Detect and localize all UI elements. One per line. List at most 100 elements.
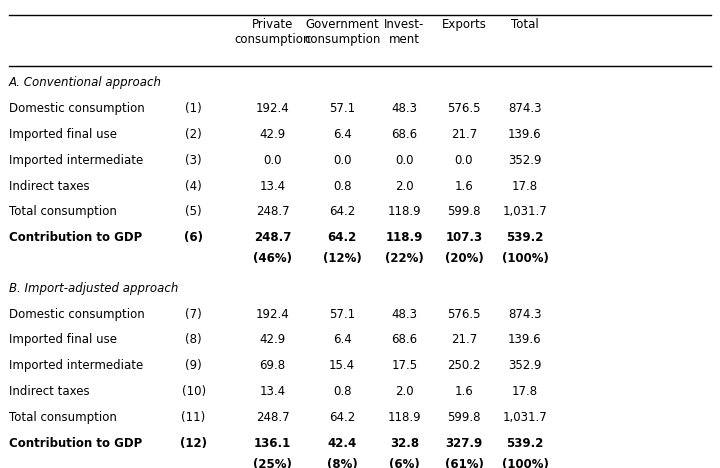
Text: 352.9: 352.9 (508, 154, 541, 167)
Text: (6): (6) (184, 231, 203, 244)
Text: Domestic consumption: Domestic consumption (9, 102, 144, 115)
Text: 248.7: 248.7 (254, 231, 291, 244)
Text: 874.3: 874.3 (508, 307, 541, 321)
Text: 48.3: 48.3 (392, 307, 418, 321)
Text: Imported final use: Imported final use (9, 128, 117, 141)
Text: (8): (8) (185, 333, 202, 346)
Text: (10): (10) (181, 385, 206, 398)
Text: 42.9: 42.9 (259, 128, 286, 141)
Text: (46%): (46%) (253, 252, 292, 265)
Text: (100%): (100%) (502, 252, 549, 265)
Text: 118.9: 118.9 (386, 231, 423, 244)
Text: 6.4: 6.4 (333, 128, 351, 141)
Text: 69.8: 69.8 (259, 359, 286, 372)
Text: 0.0: 0.0 (395, 154, 414, 167)
Text: 1.6: 1.6 (454, 385, 473, 398)
Text: Total consumption: Total consumption (9, 205, 117, 219)
Text: Government
consumption: Government consumption (304, 18, 380, 46)
Text: 68.6: 68.6 (392, 333, 418, 346)
Text: 6.4: 6.4 (333, 333, 351, 346)
Text: 2.0: 2.0 (395, 385, 414, 398)
Text: 64.2: 64.2 (329, 411, 355, 424)
Text: 250.2: 250.2 (447, 359, 481, 372)
Text: 352.9: 352.9 (508, 359, 541, 372)
Text: (2): (2) (185, 128, 202, 141)
Text: (12%): (12%) (323, 252, 361, 265)
Text: (61%): (61%) (444, 458, 483, 468)
Text: 136.1: 136.1 (254, 437, 291, 450)
Text: 42.4: 42.4 (328, 437, 356, 450)
Text: 21.7: 21.7 (451, 128, 477, 141)
Text: (5): (5) (185, 205, 202, 219)
Text: (20%): (20%) (445, 252, 483, 265)
Text: Imported final use: Imported final use (9, 333, 117, 346)
Text: Private
consumption: Private consumption (234, 18, 311, 46)
Text: 15.4: 15.4 (329, 359, 355, 372)
Text: 1,031.7: 1,031.7 (503, 205, 547, 219)
Text: (9): (9) (185, 359, 202, 372)
Text: (4): (4) (185, 180, 202, 193)
Text: Contribution to GDP: Contribution to GDP (9, 231, 142, 244)
Text: 118.9: 118.9 (387, 411, 421, 424)
Text: 0.0: 0.0 (333, 154, 351, 167)
Text: Exports: Exports (441, 18, 487, 31)
Text: 874.3: 874.3 (508, 102, 541, 115)
Text: 139.6: 139.6 (508, 128, 541, 141)
Text: (25%): (25%) (253, 458, 292, 468)
Text: 17.5: 17.5 (392, 359, 418, 372)
Text: Invest-
ment: Invest- ment (384, 18, 425, 46)
Text: 0.8: 0.8 (333, 385, 351, 398)
Text: (6%): (6%) (389, 458, 420, 468)
Text: (3): (3) (185, 154, 202, 167)
Text: 17.8: 17.8 (512, 385, 538, 398)
Text: Total consumption: Total consumption (9, 411, 117, 424)
Text: 0.8: 0.8 (333, 180, 351, 193)
Text: Imported intermediate: Imported intermediate (9, 154, 143, 167)
Text: (7): (7) (185, 307, 202, 321)
Text: 248.7: 248.7 (256, 205, 289, 219)
Text: (1): (1) (185, 102, 202, 115)
Text: 539.2: 539.2 (506, 231, 544, 244)
Text: 107.3: 107.3 (446, 231, 482, 244)
Text: 539.2: 539.2 (506, 437, 544, 450)
Text: 13.4: 13.4 (259, 180, 286, 193)
Text: 0.0: 0.0 (455, 154, 473, 167)
Text: 576.5: 576.5 (447, 102, 481, 115)
Text: A. Conventional approach: A. Conventional approach (9, 76, 161, 89)
Text: Imported intermediate: Imported intermediate (9, 359, 143, 372)
Text: Domestic consumption: Domestic consumption (9, 307, 144, 321)
Text: 192.4: 192.4 (256, 102, 289, 115)
Text: 192.4: 192.4 (256, 307, 289, 321)
Text: 0.0: 0.0 (264, 154, 282, 167)
Text: B. Import-adjusted approach: B. Import-adjusted approach (9, 282, 178, 295)
Text: 2.0: 2.0 (395, 180, 414, 193)
Text: 1,031.7: 1,031.7 (503, 411, 547, 424)
Text: 42.9: 42.9 (259, 333, 286, 346)
Text: 139.6: 139.6 (508, 333, 541, 346)
Text: Indirect taxes: Indirect taxes (9, 180, 89, 193)
Text: 248.7: 248.7 (256, 411, 289, 424)
Text: 57.1: 57.1 (329, 307, 355, 321)
Text: 576.5: 576.5 (447, 307, 481, 321)
Text: 13.4: 13.4 (259, 385, 286, 398)
Text: 118.9: 118.9 (387, 205, 421, 219)
Text: Total: Total (511, 18, 539, 31)
Text: 17.8: 17.8 (512, 180, 538, 193)
Text: 327.9: 327.9 (446, 437, 482, 450)
Text: Indirect taxes: Indirect taxes (9, 385, 89, 398)
Text: 21.7: 21.7 (451, 333, 477, 346)
Text: 68.6: 68.6 (392, 128, 418, 141)
Text: Contribution to GDP: Contribution to GDP (9, 437, 142, 450)
Text: 32.8: 32.8 (390, 437, 419, 450)
Text: 48.3: 48.3 (392, 102, 418, 115)
Text: (100%): (100%) (502, 458, 549, 468)
Text: 599.8: 599.8 (447, 205, 481, 219)
Text: 64.2: 64.2 (328, 231, 356, 244)
Text: 1.6: 1.6 (454, 180, 473, 193)
Text: 57.1: 57.1 (329, 102, 355, 115)
Text: (22%): (22%) (385, 252, 424, 265)
Text: 599.8: 599.8 (447, 411, 481, 424)
Text: 64.2: 64.2 (329, 205, 355, 219)
Text: (12): (12) (180, 437, 207, 450)
Text: (8%): (8%) (327, 458, 357, 468)
